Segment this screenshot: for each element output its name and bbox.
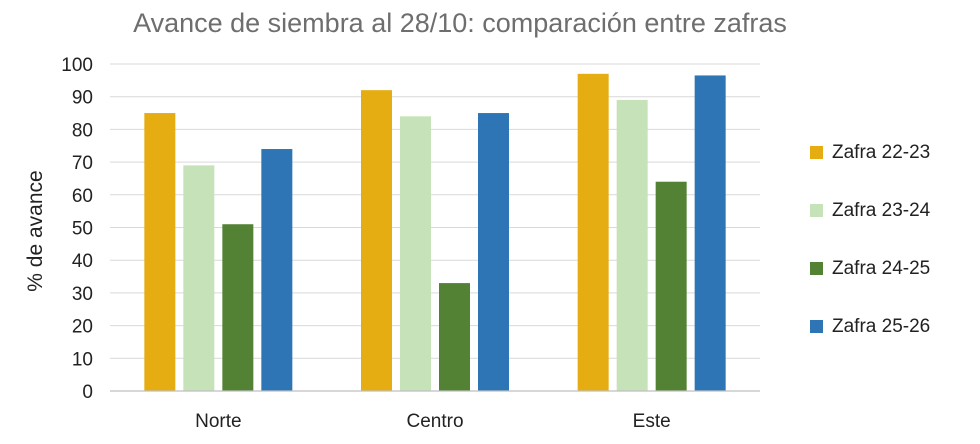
legend-item: Zafra 25-26 <box>810 312 930 341</box>
bar <box>400 116 431 391</box>
bars <box>144 73 726 392</box>
y-tick-label: 10 <box>72 349 93 370</box>
legend-item: Zafra 24-25 <box>810 254 930 283</box>
bar <box>261 149 293 391</box>
bar <box>439 283 470 391</box>
y-axis-label: % de avance <box>24 170 47 291</box>
bar <box>222 224 254 391</box>
x-tick-label: Este <box>633 411 671 432</box>
x-axis: Norte Centro Este <box>110 390 760 432</box>
legend-label: Zafra 25-26 <box>832 315 931 337</box>
gridlines <box>110 63 760 359</box>
legend-swatch <box>810 320 823 333</box>
y-tick-label: 0 <box>82 382 93 403</box>
y-axis-ticks: 0 10 20 30 40 50 60 70 80 90 100 <box>61 55 93 403</box>
bar <box>655 181 687 391</box>
bar <box>478 113 509 392</box>
x-tick-label: Norte <box>195 411 241 432</box>
bar <box>183 165 215 391</box>
bar <box>616 99 648 391</box>
legend-label: Zafra 24-25 <box>832 257 931 279</box>
legend-label: Zafra 22-23 <box>832 141 931 163</box>
legend-swatch <box>810 262 823 275</box>
y-tick-label: 60 <box>72 186 93 207</box>
chart-title: Avance de siembra al 28/10: comparación … <box>133 8 787 38</box>
legend-swatch <box>810 204 823 217</box>
y-tick-label: 100 <box>61 55 93 76</box>
bar <box>361 90 392 391</box>
legend-label: Zafra 23-24 <box>832 199 931 221</box>
y-tick-label: 20 <box>72 317 93 338</box>
y-tick-label: 40 <box>72 251 93 272</box>
legend-item: Zafra 23-24 <box>810 196 930 225</box>
bar <box>144 113 176 392</box>
y-tick-label: 80 <box>72 120 93 141</box>
y-tick-label: 30 <box>72 284 93 305</box>
bar <box>577 73 609 391</box>
legend: Zafra 22-23 Zafra 23-24 Zafra 24-25 Zafra 2… <box>810 138 930 370</box>
bar <box>694 75 726 391</box>
y-tick-label: 50 <box>72 219 93 240</box>
y-tick-label: 70 <box>72 153 93 174</box>
y-tick-label: 90 <box>72 88 93 109</box>
legend-swatch <box>810 146 823 159</box>
x-tick-label: Centro <box>406 411 463 432</box>
legend-item: Zafra 22-23 <box>810 138 930 167</box>
